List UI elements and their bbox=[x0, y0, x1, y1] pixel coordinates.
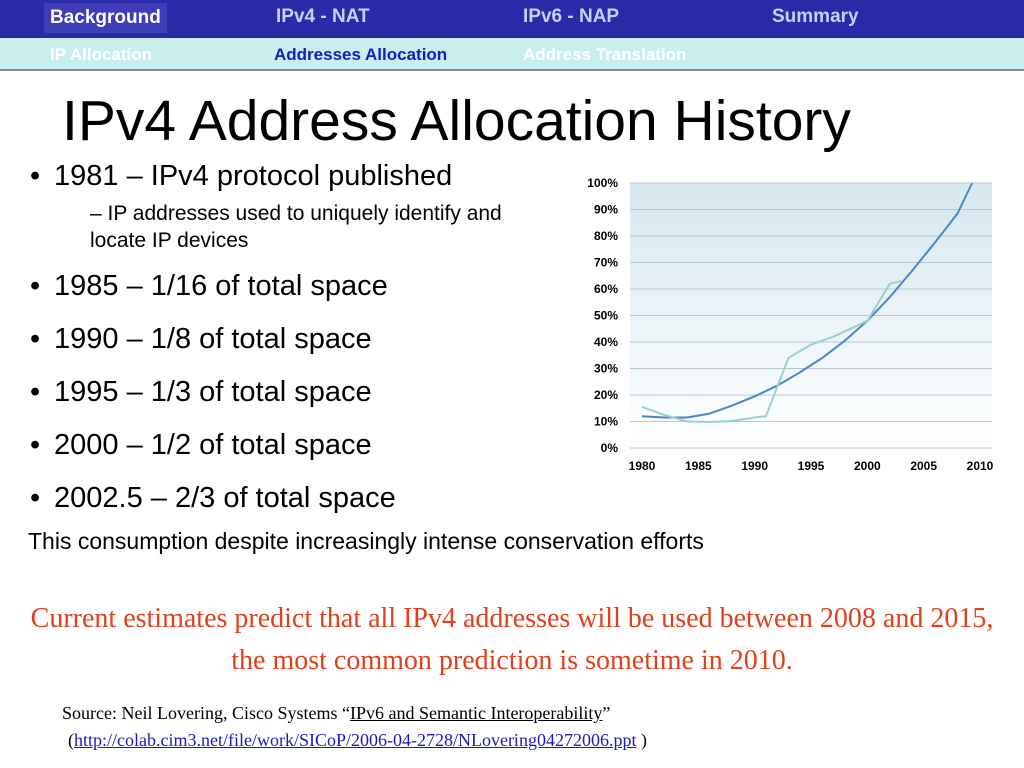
bullet-text: 1981 – IPv4 protocol published bbox=[54, 160, 453, 192]
bullet-text: 1985 – 1/16 of total space bbox=[54, 270, 388, 302]
y-tick-label: 50% bbox=[594, 309, 618, 323]
tab-ipv4-nat[interactable]: IPv4 - NAT bbox=[276, 6, 370, 27]
bullet-item: • 1990 – 1/8 of total space bbox=[30, 317, 560, 361]
subtab-addresses-allocation[interactable]: Addresses Allocation bbox=[274, 45, 448, 64]
source-citation: Source: Neil Lovering, Cisco Systems “IP… bbox=[62, 700, 647, 754]
y-tick-label: 100% bbox=[587, 176, 618, 190]
y-tick-label: 10% bbox=[594, 415, 618, 429]
top-nav: Background IPv4 - NAT IPv6 - NAP Summary bbox=[0, 0, 1024, 38]
url-open: ( bbox=[68, 730, 74, 750]
url-close: ) bbox=[636, 730, 647, 750]
x-tick-label: 2005 bbox=[910, 459, 937, 473]
series-line bbox=[641, 280, 902, 423]
chart-svg: 0% 10% 20% 30% 40% 50% 60% 70% 80% 90% 100% 1980 198… bbox=[587, 176, 994, 473]
y-tick-label: 80% bbox=[594, 229, 618, 243]
series-line bbox=[641, 182, 974, 419]
source-line: Source: Neil Lovering, Cisco Systems “IP… bbox=[62, 700, 647, 727]
bullet-item: • 2000 – 1/2 of total space bbox=[30, 423, 560, 467]
bullet-text: 1990 – 1/8 of total space bbox=[54, 323, 372, 355]
slide-title: IPv4 Address Allocation History bbox=[62, 89, 851, 153]
tab-ipv6-nap[interactable]: IPv6 - NAP bbox=[523, 6, 620, 27]
url-line: (http://colab.cim3.net/file/work/SICoP/2… bbox=[62, 727, 647, 754]
bullet-list: • 1981 – IPv4 protocol published – IP ad… bbox=[30, 154, 560, 529]
bullet-dot: • bbox=[30, 160, 41, 192]
x-tick-label: 1995 bbox=[798, 459, 825, 473]
x-tick-label: 2010 bbox=[967, 459, 994, 473]
bullet-text: 2002.5 – 2/3 of total space bbox=[54, 482, 396, 514]
y-tick-label: 60% bbox=[594, 282, 618, 296]
sub-nav: IP Allocation Addresses Allocation Addre… bbox=[0, 38, 1024, 71]
bullet-dot: • bbox=[30, 323, 41, 355]
source-prefix: Source: Neil Lovering, Cisco Systems “ bbox=[62, 703, 350, 723]
prediction-text: Current estimates predict that all IPv4 … bbox=[30, 603, 994, 676]
bullet-dot: • bbox=[30, 482, 41, 514]
bullet-text: 2000 – 1/2 of total space bbox=[54, 429, 372, 461]
bullet-dot: • bbox=[30, 376, 41, 408]
x-tick-label: 1985 bbox=[685, 459, 712, 473]
x-tick-label: 2000 bbox=[854, 459, 881, 473]
y-tick-label: 20% bbox=[594, 388, 618, 402]
y-tick-label: 40% bbox=[594, 335, 618, 349]
bullet-item: • 1995 – 1/3 of total space bbox=[30, 370, 560, 414]
y-tick-label: 70% bbox=[594, 256, 618, 270]
bullet-item: • 2002.5 – 2/3 of total space bbox=[30, 476, 560, 520]
x-tick-label: 1990 bbox=[741, 459, 768, 473]
y-tick-label: 30% bbox=[594, 362, 618, 376]
allocation-chart: 0% 10% 20% 30% 40% 50% 60% 70% 80% 90% 100% 1980 198… bbox=[560, 170, 1010, 490]
bullet-dot: • bbox=[30, 270, 41, 302]
bullet-item: • 1981 – IPv4 protocol published – IP ad… bbox=[30, 154, 560, 254]
y-tick-label: 90% bbox=[594, 203, 618, 217]
sub-bullet-text: – IP addresses used to uniquely identify… bbox=[90, 202, 502, 252]
tab-background[interactable]: Background bbox=[44, 3, 167, 33]
y-tick-label: 0% bbox=[601, 441, 619, 455]
consumption-note: This consumption despite increasingly in… bbox=[28, 528, 704, 554]
bullet-item: • 1985 – 1/16 of total space bbox=[30, 264, 560, 308]
subtab-ip-allocation[interactable]: IP Allocation bbox=[50, 45, 153, 64]
x-tick-label: 1980 bbox=[629, 459, 656, 473]
bullet-text: 1995 – 1/3 of total space bbox=[54, 376, 372, 408]
subtab-address-translation[interactable]: Address Translation bbox=[523, 45, 687, 64]
source-suffix: ” bbox=[602, 703, 611, 723]
source-link[interactable]: IPv6 and Semantic Interoperability bbox=[349, 703, 603, 723]
tab-summary[interactable]: Summary bbox=[772, 6, 859, 27]
bullet-dot: • bbox=[30, 429, 41, 461]
url-link[interactable]: http://colab.cim3.net/file/work/SICoP/20… bbox=[74, 730, 637, 750]
